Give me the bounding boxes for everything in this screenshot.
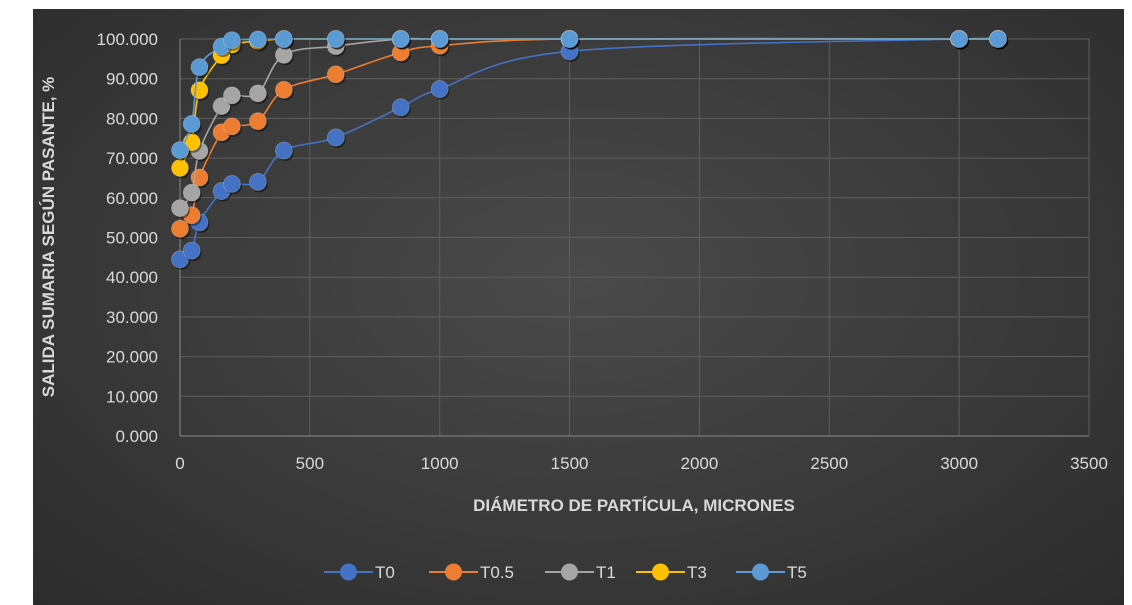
x-axis-title: DIÁMETRO DE PARTÍCULA, MICRONES bbox=[473, 496, 795, 515]
x-tick-label: 0 bbox=[175, 454, 184, 473]
legend: T0 T0.5 T1 T3 T5 bbox=[324, 563, 807, 582]
series-line-T1 bbox=[179, 37, 1004, 209]
series-T1 bbox=[171, 30, 1009, 219]
y-tick-label: 30.000 bbox=[106, 308, 158, 327]
legend-label-T3: T3 bbox=[687, 563, 707, 582]
data-point-T5 bbox=[182, 115, 201, 133]
series-T5 bbox=[171, 30, 1009, 161]
series-group bbox=[171, 30, 1009, 270]
data-point-T0 bbox=[182, 241, 201, 260]
y-tick-label: 0.000 bbox=[115, 427, 158, 446]
y-tick-label: 50.000 bbox=[106, 229, 158, 248]
data-point-T5 bbox=[560, 30, 579, 48]
data-point-T5 bbox=[274, 30, 293, 48]
y-tick-label: 40.000 bbox=[106, 268, 158, 287]
data-point-T3 bbox=[171, 159, 189, 177]
data-point-T1 bbox=[212, 97, 231, 115]
data-point-T5 bbox=[171, 141, 189, 160]
legend-label-T5: T5 bbox=[787, 563, 807, 582]
x-tick-label: 1500 bbox=[551, 454, 589, 473]
data-point-T5 bbox=[989, 30, 1007, 48]
data-point-T1 bbox=[223, 86, 241, 105]
legend-marker-T5 bbox=[752, 563, 769, 581]
legend-label-T1: T1 bbox=[596, 563, 616, 582]
y-tick-label: 10.000 bbox=[106, 387, 158, 406]
x-tick-label: 3000 bbox=[940, 454, 978, 473]
data-point-T1 bbox=[182, 183, 201, 202]
series-line-T0.5 bbox=[179, 37, 1004, 230]
series-T3 bbox=[171, 30, 1009, 179]
data-point-T1 bbox=[249, 84, 267, 103]
x-tick-label: 500 bbox=[296, 454, 324, 473]
data-point-T0.5 bbox=[274, 80, 293, 99]
series-line-T3 bbox=[179, 38, 1004, 169]
y-tick-label: 90.000 bbox=[106, 70, 158, 89]
data-point-T5 bbox=[249, 30, 267, 49]
data-point-T5 bbox=[391, 30, 410, 48]
data-point-T5 bbox=[223, 31, 241, 50]
data-point-T5 bbox=[430, 30, 449, 48]
data-point-T0 bbox=[223, 175, 241, 193]
series-line-T0 bbox=[179, 37, 1004, 261]
legend-label-T0.5: T0.5 bbox=[480, 563, 514, 582]
legend-marker-T3 bbox=[652, 563, 669, 581]
y-tick-label: 80.000 bbox=[106, 109, 158, 128]
gridlines bbox=[180, 38, 1090, 436]
y-tick-label: 100.000 bbox=[97, 30, 158, 49]
x-tick-label: 1000 bbox=[421, 454, 459, 473]
legend-marker-T0.5 bbox=[445, 563, 462, 581]
x-tick-label: 2000 bbox=[681, 454, 719, 473]
legend-marker-T1 bbox=[561, 563, 578, 581]
data-point-T0.5 bbox=[171, 219, 189, 238]
data-point-T5 bbox=[326, 30, 345, 48]
data-point-T3 bbox=[190, 81, 209, 100]
tick-labels: 0.000 10.000 20.000 30.000 40.000 50.000 60.00… bbox=[97, 30, 1108, 473]
data-point-T0 bbox=[249, 173, 267, 191]
y-tick-label: 70.000 bbox=[106, 149, 158, 168]
legend-marker-T0 bbox=[340, 563, 357, 581]
axes bbox=[179, 39, 1089, 437]
y-tick-label: 60.000 bbox=[106, 189, 158, 208]
series-T0.5 bbox=[171, 30, 1009, 240]
legend-label-T0: T0 bbox=[375, 563, 395, 582]
y-axis-title: SALIDA SUMARIA SEGÚN PASANTE, % bbox=[39, 77, 58, 398]
data-point-T0 bbox=[171, 250, 189, 269]
data-point-T5 bbox=[950, 30, 969, 48]
y-tick-label: 20.000 bbox=[106, 348, 158, 367]
series-line-T5 bbox=[179, 38, 1004, 151]
data-point-T0.5 bbox=[326, 65, 345, 84]
x-tick-label: 2500 bbox=[810, 454, 848, 473]
data-point-T5 bbox=[190, 58, 209, 77]
data-point-T1 bbox=[171, 199, 189, 218]
data-point-T0 bbox=[430, 80, 449, 98]
data-point-T0 bbox=[326, 128, 345, 147]
data-point-T0.5 bbox=[249, 112, 267, 131]
series-T0 bbox=[171, 30, 1009, 270]
data-point-T0 bbox=[274, 141, 293, 160]
x-tick-label: 3500 bbox=[1070, 454, 1108, 473]
data-point-T0.5 bbox=[223, 117, 241, 136]
data-point-T0 bbox=[391, 98, 410, 117]
